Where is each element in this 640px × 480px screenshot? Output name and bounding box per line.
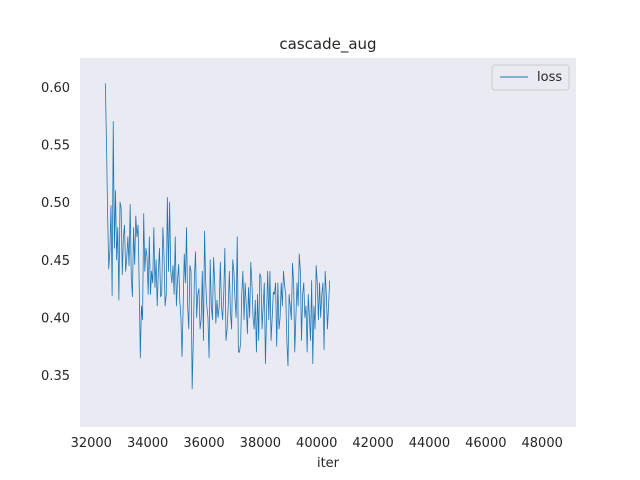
x-axis-ticks: 32000 34000 36000 38000 40000 42000 44000 46000… — [71, 436, 563, 451]
legend-box — [491, 64, 570, 91]
chart-title: cascade_aug — [279, 35, 376, 54]
y-tick-label: 0.35 — [41, 369, 70, 384]
legend-label-loss: loss — [537, 70, 562, 85]
y-tick-label: 0.50 — [41, 196, 70, 211]
x-tick-label: 32000 — [71, 436, 112, 451]
x-tick-label: 40000 — [296, 436, 337, 451]
x-axis-label: iter — [317, 456, 340, 471]
x-tick-label: 46000 — [465, 436, 506, 451]
y-axis-ticks: 0.35 0.40 0.45 0.50 0.55 0.60 — [41, 81, 70, 384]
y-tick-label: 0.45 — [41, 254, 70, 269]
legend: loss — [491, 64, 570, 91]
x-tick-label: 34000 — [127, 436, 168, 451]
y-tick-label: 0.40 — [41, 311, 70, 326]
series-layer — [104, 83, 331, 390]
y-tick-label: 0.60 — [41, 81, 70, 96]
y-tick-label: 0.55 — [41, 138, 70, 153]
x-tick-label: 36000 — [183, 436, 224, 451]
x-tick-label: 38000 — [240, 436, 281, 451]
x-tick-label: 42000 — [352, 436, 393, 451]
x-tick-label: 48000 — [522, 436, 563, 451]
x-tick-label: 44000 — [409, 436, 450, 451]
series-line-loss — [104, 83, 331, 390]
